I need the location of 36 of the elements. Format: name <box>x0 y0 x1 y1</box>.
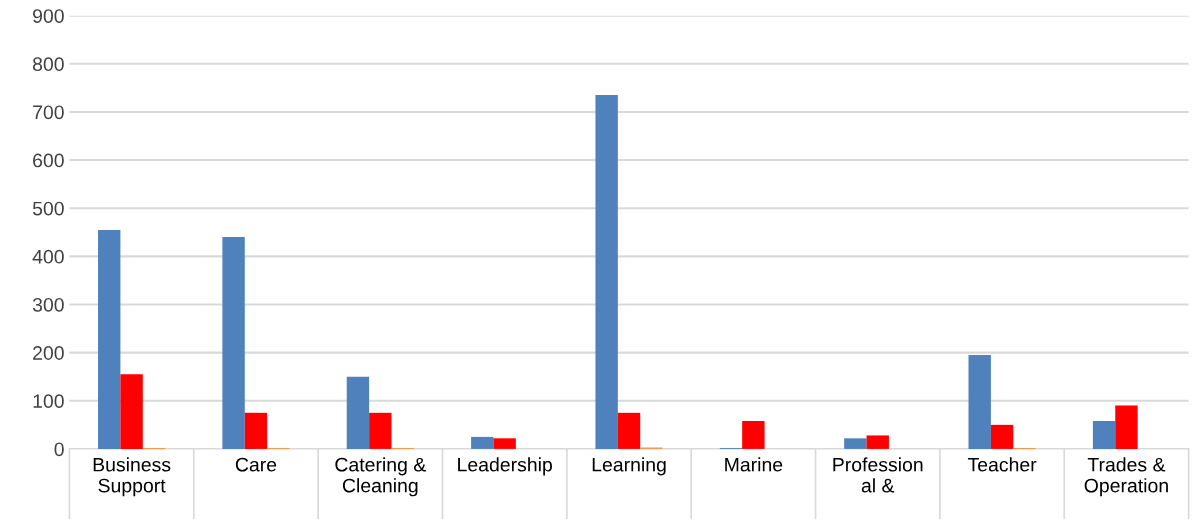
y-tick-label: 0 <box>54 442 64 457</box>
bar <box>493 438 516 449</box>
y-tick-label: 200 <box>33 346 64 360</box>
bar <box>120 374 143 449</box>
y-tick-label: 600 <box>33 153 64 168</box>
x-tick-label: Trades & Operation <box>1084 457 1168 497</box>
y-tick-label: 500 <box>32 201 64 216</box>
bar <box>222 237 245 449</box>
y-tick-label: 700 <box>33 105 64 120</box>
x-tick-label: Learning <box>592 457 666 476</box>
bar <box>1115 405 1138 449</box>
y-tick-label: 900 <box>33 9 64 23</box>
bar <box>1092 421 1116 449</box>
y-tick-label: 800 <box>32 57 64 72</box>
x-tick-label: Catering & Cleaning <box>335 457 426 497</box>
bar <box>346 376 370 449</box>
bar <box>98 229 121 449</box>
y-tick-label: 300 <box>32 297 64 312</box>
bar <box>866 435 889 449</box>
y-tick-label: 400 <box>32 249 64 264</box>
x-tick-label: Teacher <box>967 457 1037 472</box>
x-tick-label: Profession al & <box>833 457 923 493</box>
bar <box>595 95 618 449</box>
bar <box>742 421 765 449</box>
x-tick-label: Care <box>235 457 277 472</box>
bar <box>471 436 494 449</box>
y-tick-label: 100 <box>33 394 64 409</box>
bar <box>244 412 268 449</box>
bar <box>968 355 991 449</box>
bar <box>617 412 641 449</box>
bar <box>844 438 867 449</box>
bar <box>369 412 392 449</box>
x-tick-label: Business Support <box>93 457 171 497</box>
x-tick-label: Leadership <box>458 457 552 476</box>
x-tick-label: Marine <box>725 457 783 472</box>
bar <box>990 424 1014 449</box>
